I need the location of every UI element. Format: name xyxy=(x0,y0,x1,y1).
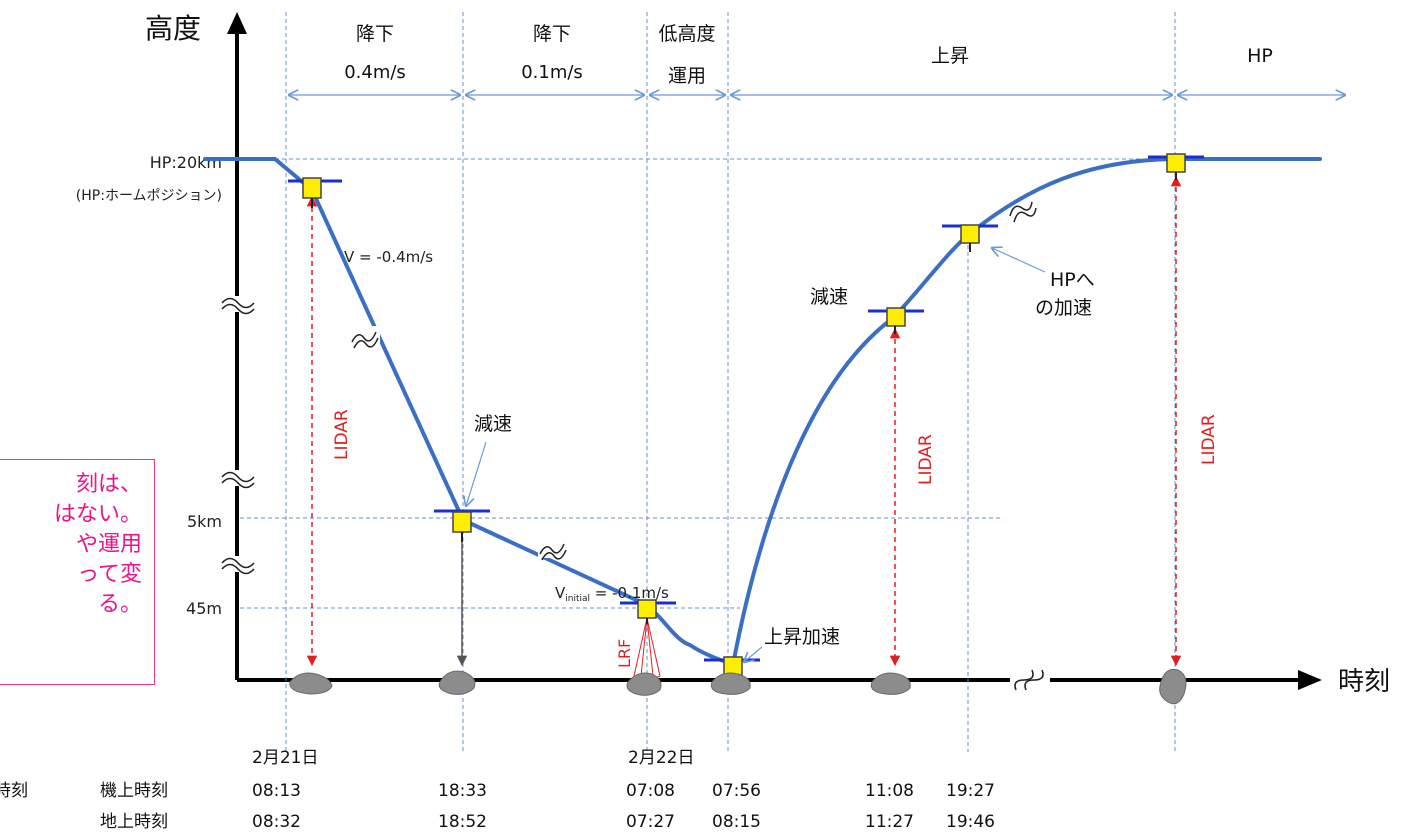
date-feb22: 2月22日 xyxy=(628,748,694,768)
5km-label: 5km xyxy=(187,512,222,531)
x-axis-label: 時刻 xyxy=(1338,667,1390,697)
hp-accel-label-2: の加速 xyxy=(1035,297,1092,319)
surface-rocks xyxy=(289,668,1187,705)
hp-note-label: (HP:ホームポジション) xyxy=(76,188,222,204)
ground-time-5: 11:27 xyxy=(865,812,914,832)
ascent-accel-label: 上昇加速 xyxy=(764,626,840,648)
note-line-5: る。 xyxy=(97,592,142,617)
onboard-time-6: 19:27 xyxy=(946,781,995,801)
hp-accel-label-1: HPへ xyxy=(1050,269,1095,291)
probe-5km xyxy=(434,509,490,542)
ground-time-label: 地上時刻 xyxy=(100,812,168,832)
phase-2-label: 降下 xyxy=(533,23,571,45)
ascent-accel-pointer xyxy=(744,646,763,662)
note-line-2: はない。 xyxy=(53,502,142,527)
y-axis-break-marks xyxy=(221,296,255,575)
y-axis-label: 高度 xyxy=(145,12,201,45)
note-line-1: 刻は、 xyxy=(75,472,142,497)
note-line-4: って変 xyxy=(77,562,142,587)
reference-lines xyxy=(240,158,1175,609)
date-feb21: 2月21日 xyxy=(252,748,318,768)
decel-label-descent: 減速 xyxy=(474,413,512,435)
probe-45m xyxy=(620,599,676,624)
x-axis xyxy=(237,668,1322,692)
probe-hp-start xyxy=(288,177,342,208)
phase-3-sub: 運用 xyxy=(668,65,706,87)
probe-hp-accel xyxy=(942,224,998,252)
time-left-header: 時刻 xyxy=(0,781,28,801)
lidar-label-1: LIDAR xyxy=(332,409,352,460)
descent-velocity-label: V = -0.4m/s xyxy=(344,248,433,266)
trajectory xyxy=(203,157,1322,672)
ground-time-4: 08:15 xyxy=(712,812,761,832)
probe-hp-end xyxy=(1148,153,1204,180)
45m-label: 45m xyxy=(186,599,222,618)
onboard-times: 08:13 18:33 07:08 07:56 11:08 19:27 xyxy=(252,781,995,801)
phase-1-label: 降下 xyxy=(356,23,394,45)
lidar-label-3: LIDAR xyxy=(1199,414,1219,465)
ground-time-1: 08:32 xyxy=(252,812,301,832)
ground-time-2: 18:52 xyxy=(438,812,487,832)
phase-2-rate: 0.1m/s xyxy=(521,62,583,83)
hp-accel-pointer xyxy=(992,248,1046,273)
initial-velocity-label: Vinitial = -0.1m/s xyxy=(555,584,669,604)
phase-1-rate: 0.4m/s xyxy=(344,62,406,83)
lidar-arrows xyxy=(306,175,1182,667)
onboard-time-1: 08:13 xyxy=(252,781,301,801)
onboard-time-5: 11:08 xyxy=(865,781,914,801)
hp-altitude-label: HP:20km xyxy=(150,153,222,172)
y-axis xyxy=(227,12,247,680)
lrf-beam xyxy=(633,617,661,680)
decel-pointer xyxy=(466,441,487,506)
onboard-time-4: 07:56 xyxy=(712,781,761,801)
ground-time-3: 07:27 xyxy=(626,812,675,832)
decel-label-ascent: 減速 xyxy=(810,286,848,308)
onboard-time-label: 機上時刻 xyxy=(100,781,168,801)
note-line-3: や運用 xyxy=(75,532,142,557)
probe-decel xyxy=(868,307,924,334)
onboard-time-3: 07:08 xyxy=(626,781,675,801)
time-divider-lines xyxy=(285,12,1176,752)
phase-5-label: HP xyxy=(1247,45,1273,67)
lidar-label-2: LIDAR xyxy=(916,434,936,485)
onboard-time-2: 18:33 xyxy=(438,781,487,801)
ground-times: 08:32 18:52 07:27 08:15 11:27 19:46 xyxy=(252,812,995,832)
timing-note-box: 刻は、 はない。 や運用 って変 る。 xyxy=(0,459,155,685)
ground-time-6: 19:46 xyxy=(946,812,995,832)
lrf-label: LRF xyxy=(615,639,634,668)
phase-4-label: 上昇 xyxy=(931,45,969,67)
trajectory-break-marks xyxy=(350,201,1037,561)
phase-3-label: 低高度 xyxy=(658,23,715,45)
